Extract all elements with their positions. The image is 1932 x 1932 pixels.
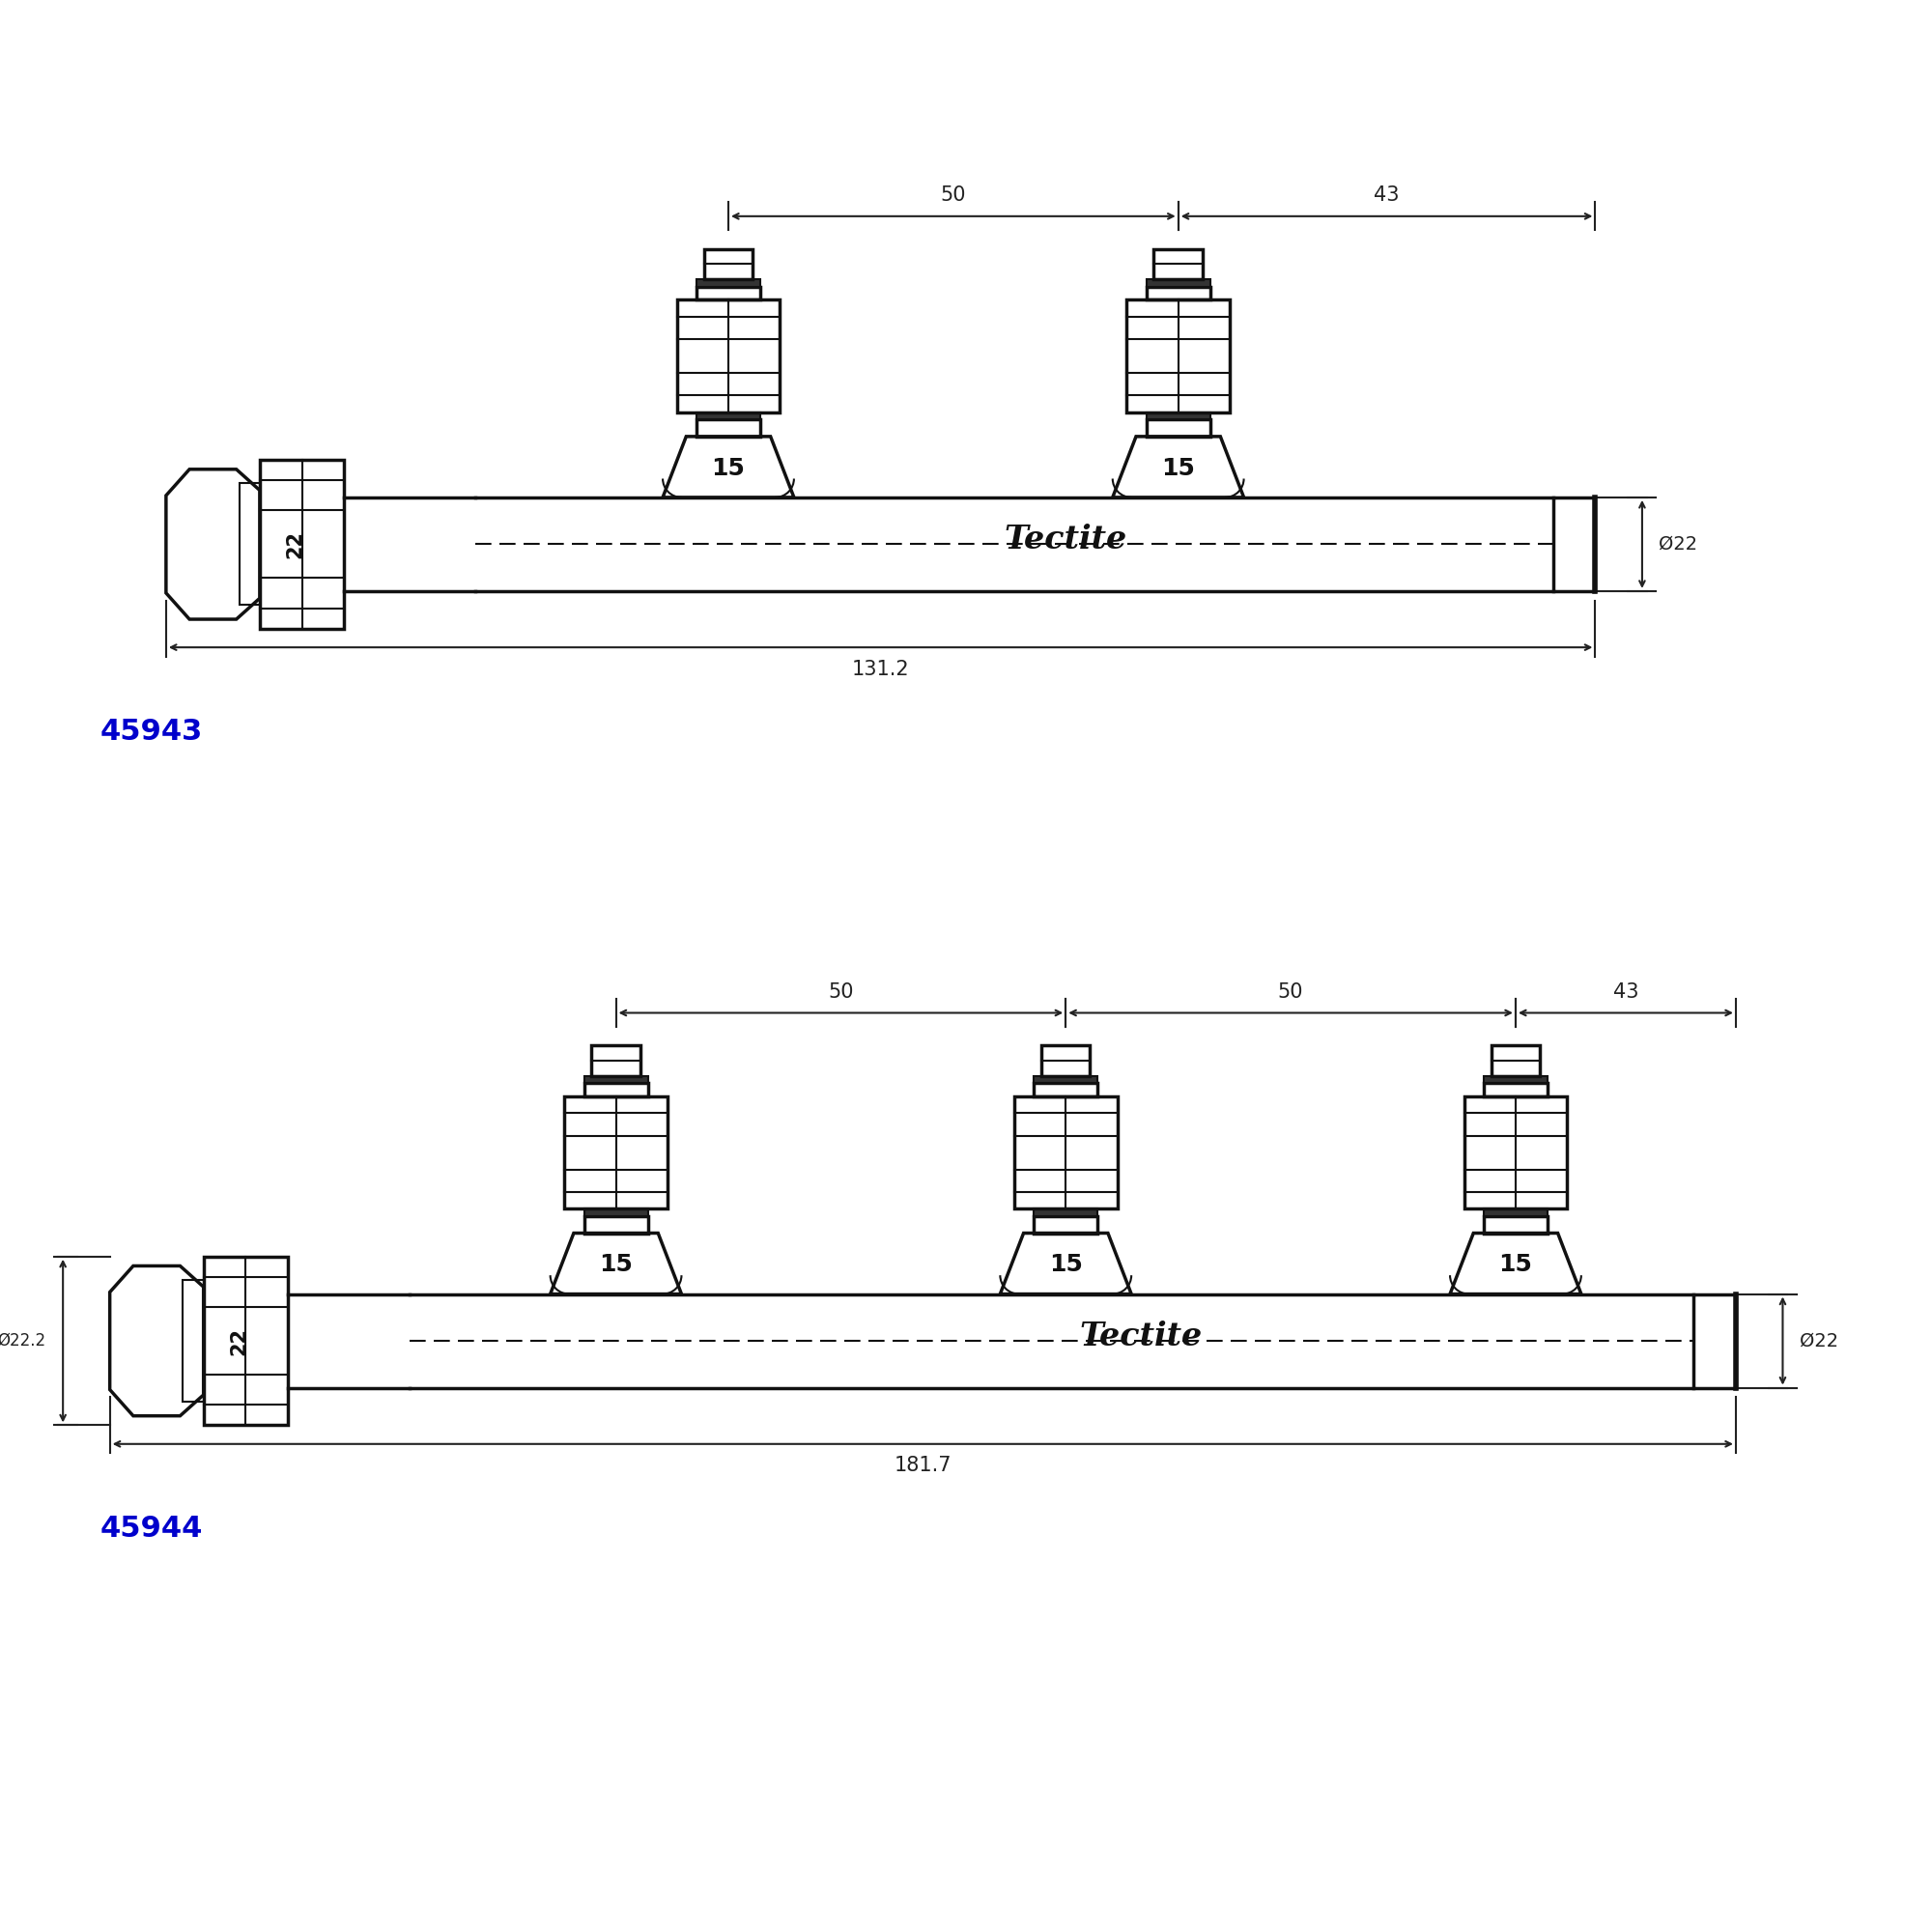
Bar: [583, 1217, 647, 1233]
Bar: [1041, 1045, 1090, 1076]
Bar: [240, 483, 259, 605]
Bar: [1492, 1045, 1540, 1076]
Bar: [1034, 1076, 1097, 1084]
Text: 15: 15: [1499, 1254, 1532, 1277]
Bar: [1484, 1217, 1548, 1233]
Text: 50: 50: [941, 185, 966, 205]
Bar: [1146, 419, 1209, 437]
Bar: [1146, 278, 1209, 286]
Bar: [1146, 412, 1209, 419]
Bar: [703, 249, 753, 278]
Text: 15: 15: [599, 1254, 634, 1277]
Text: 43: 43: [1613, 981, 1638, 1001]
Text: 50: 50: [829, 981, 854, 1001]
Bar: [1153, 249, 1202, 278]
Text: 43: 43: [1374, 185, 1399, 205]
Text: 45944: 45944: [100, 1515, 203, 1542]
Bar: [184, 1281, 203, 1403]
Bar: [1014, 1095, 1117, 1209]
Bar: [1553, 497, 1596, 591]
Bar: [1034, 1209, 1097, 1217]
Bar: [676, 299, 781, 412]
Bar: [1484, 1076, 1548, 1084]
Bar: [697, 419, 759, 437]
Bar: [583, 1209, 647, 1217]
Bar: [1464, 1095, 1567, 1209]
Text: 131.2: 131.2: [852, 659, 910, 678]
Text: Ø22: Ø22: [1660, 535, 1698, 553]
Bar: [1694, 1294, 1735, 1387]
Text: 15: 15: [711, 456, 746, 479]
Bar: [1034, 1217, 1097, 1233]
Text: 22: 22: [230, 1327, 249, 1354]
Bar: [564, 1095, 667, 1209]
Text: 15: 15: [1049, 1254, 1082, 1277]
Bar: [583, 1084, 647, 1095]
Bar: [1146, 286, 1209, 299]
Text: 50: 50: [1277, 981, 1304, 1001]
Text: 45943: 45943: [100, 717, 203, 746]
Bar: [1034, 1084, 1097, 1095]
Bar: [697, 412, 759, 419]
Bar: [583, 1076, 647, 1084]
Bar: [203, 1256, 288, 1426]
Text: 15: 15: [1161, 456, 1196, 479]
Bar: [591, 1045, 639, 1076]
Text: Tectite: Tectite: [1080, 1320, 1202, 1352]
Bar: [1484, 1209, 1548, 1217]
Text: 22: 22: [286, 529, 305, 558]
Text: Ø22: Ø22: [1799, 1331, 1839, 1350]
Text: 181.7: 181.7: [895, 1457, 952, 1476]
Bar: [259, 460, 344, 628]
Text: Tectite: Tectite: [1005, 524, 1126, 556]
Bar: [697, 278, 759, 286]
Text: Ø22.2: Ø22.2: [0, 1333, 46, 1350]
Bar: [1484, 1084, 1548, 1095]
Bar: [697, 286, 759, 299]
Bar: [1126, 299, 1231, 412]
